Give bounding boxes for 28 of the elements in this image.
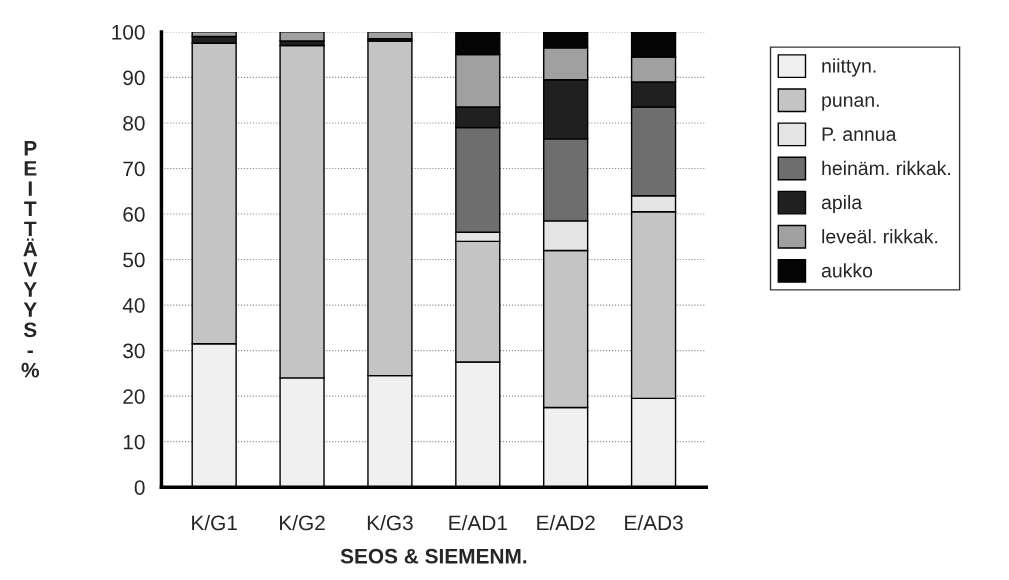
y-tick-label: 90 — [123, 70, 145, 86]
y-tick-label: 10 — [123, 434, 145, 450]
legend-label: aukko — [821, 263, 873, 278]
x-tick-label: K/G3 — [367, 514, 413, 531]
y-tick-label: 80 — [123, 115, 145, 131]
x-tick-label: E/AD1 — [449, 514, 507, 531]
y-tick-label: 0 — [134, 480, 145, 495]
bar — [279, 31, 325, 42]
x-tick-label: K/G1 — [192, 514, 237, 531]
legend-label: apila — [821, 194, 863, 214]
legend-label: leveäl. rikkak. — [822, 229, 938, 244]
y-tick-label: 60 — [123, 207, 145, 222]
text: PEITTÄVYYS - % — [21, 141, 39, 378]
y-tick-label: 100 — [112, 24, 145, 40]
legend-label: P. annua — [822, 127, 897, 142]
bar — [367, 31, 413, 40]
legend-label: heinäm. rikkak. — [822, 160, 951, 176]
x-axis-title: SEOS & SIEMENM. — [340, 548, 527, 564]
y-tick-label: 40 — [122, 298, 145, 313]
legend-label: niittyn. — [822, 58, 876, 77]
x-tick-label: E/AD2 — [537, 514, 595, 531]
y-tick-label: 30 — [123, 343, 145, 359]
y-tick-label: 50 — [123, 252, 145, 268]
x-tick-label: K/G2 — [280, 514, 325, 531]
y-tick-label: 70 — [123, 161, 145, 177]
x-tick-label: E/AD3 — [625, 514, 683, 531]
legend-label: punan. — [822, 96, 879, 111]
y-tick-label: 20 — [123, 389, 145, 404]
